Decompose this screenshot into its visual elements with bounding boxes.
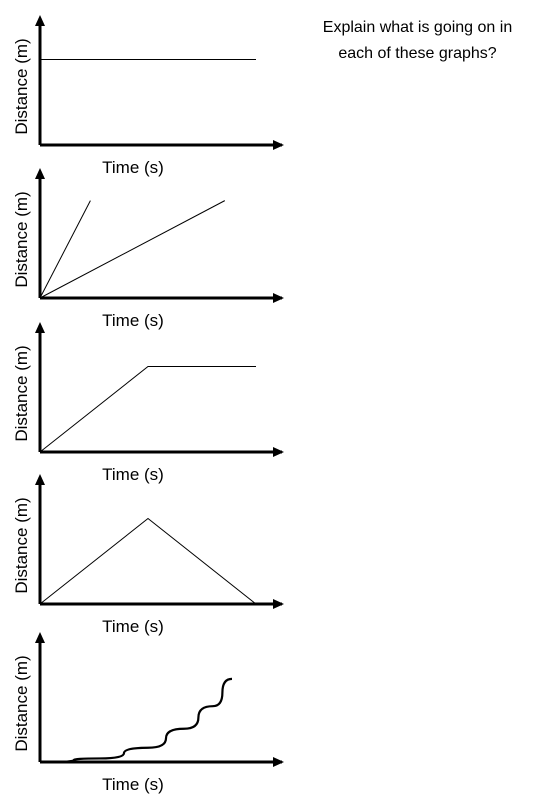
- y-axis-arrow-icon: [35, 168, 45, 179]
- x-axis-label: Time (s): [102, 617, 164, 636]
- y-axis-label: Distance (m): [12, 345, 31, 441]
- x-axis-arrow-icon: [273, 293, 284, 303]
- y-axis-arrow-icon: [35, 15, 45, 26]
- x-axis-arrow-icon: [273, 140, 284, 150]
- x-axis-label: Time (s): [102, 775, 164, 794]
- graph-panel-1: Time (s) Distance (m): [12, 15, 284, 177]
- x-axis-label: Time (s): [102, 311, 164, 330]
- x-axis-arrow-icon: [273, 599, 284, 609]
- series-line-1: [39, 200, 91, 299]
- instruction-line-1: Explain what is going on in: [322, 19, 513, 36]
- series-curve-1: [47, 677, 233, 764]
- y-axis-label: Distance (m): [12, 655, 31, 751]
- y-axis-label: Distance (m): [12, 191, 31, 287]
- series-line-2: [39, 200, 226, 299]
- graph-panel-2: Time (s) Distance (m): [12, 168, 284, 330]
- series-line-1: [39, 517, 257, 605]
- instruction-line-2: each of these graphs?: [338, 45, 497, 62]
- graph-panel-5: Time (s) Distance (m): [12, 632, 284, 794]
- y-axis-label: Distance (m): [12, 38, 31, 134]
- graph-panel-3: Time (s) Distance (m): [12, 322, 284, 484]
- instruction-text: Explain what is going on in each of thes…: [300, 15, 535, 67]
- x-axis-arrow-icon: [273, 757, 284, 767]
- y-axis-arrow-icon: [35, 322, 45, 333]
- y-axis-arrow-icon: [35, 474, 45, 485]
- y-axis-arrow-icon: [35, 632, 45, 643]
- y-axis-label: Distance (m): [12, 497, 31, 593]
- x-axis-label: Time (s): [102, 158, 164, 177]
- graph-panel-4: Time (s) Distance (m): [12, 474, 284, 636]
- series-line-1: [39, 366, 256, 453]
- x-axis-label: Time (s): [102, 465, 164, 484]
- x-axis-arrow-icon: [273, 447, 284, 457]
